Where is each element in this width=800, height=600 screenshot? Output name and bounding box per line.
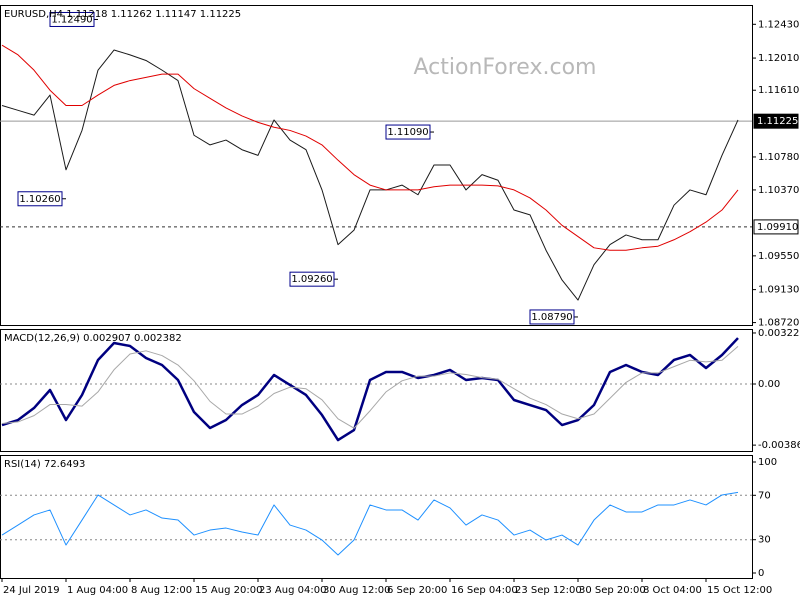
y-tick-label: -0.003868 xyxy=(758,440,800,451)
x-tick-label: 23 Sep 12:00 xyxy=(515,585,582,596)
annotation-box xyxy=(385,124,431,140)
y-tick-label: 1.12010 xyxy=(758,53,799,64)
x-tick-label: 30 Aug 12:00 xyxy=(323,585,390,596)
pane-title: MACD(12,26,9) 0.002907 0.002382 xyxy=(4,333,182,344)
y-tick-label: 1.10780 xyxy=(758,152,799,163)
x-tick-label: 8 Oct 04:00 xyxy=(643,585,702,596)
x-tick-label: 15 Aug 20:00 xyxy=(195,585,262,596)
series-line xyxy=(1,44,739,251)
series-line xyxy=(1,345,739,429)
x-tick-label: 23 Aug 04:00 xyxy=(259,585,326,596)
y-tick-label: 30 xyxy=(758,535,771,546)
annotation-label: 1.09260 xyxy=(291,274,332,285)
annotation-box xyxy=(17,191,63,207)
price-level-box xyxy=(753,219,799,235)
y-tick-label: 1.11610 xyxy=(758,85,799,96)
annotation-label: 1.12490 xyxy=(51,14,92,25)
pane-frame xyxy=(0,329,753,452)
annotation-box xyxy=(289,271,335,287)
pane-frame xyxy=(0,455,753,579)
y-tick-label: 0.003229 xyxy=(758,328,800,339)
y-tick-label: 70 xyxy=(758,490,771,501)
pane-title: RSI(14) 72.6493 xyxy=(4,459,85,470)
pane-title: EURUSD,H4 1.11218 1.11262 1.11147 1.1122… xyxy=(4,9,241,20)
y-tick-label: 1.08720 xyxy=(758,318,799,329)
y-tick-label: 1.09130 xyxy=(758,285,799,296)
annotation-label: 1.08790 xyxy=(531,312,572,323)
x-tick-label: 16 Sep 04:00 xyxy=(451,585,518,596)
annotation-box xyxy=(49,11,95,27)
y-tick-label: 1.12430 xyxy=(758,19,799,30)
x-tick-label: 24 Jul 2019 xyxy=(3,585,60,596)
x-tick-label: 30 Sep 20:00 xyxy=(579,585,646,596)
series-line xyxy=(1,491,739,556)
pane-frame xyxy=(0,5,753,326)
annotation-box xyxy=(529,309,575,325)
watermark: ActionForex.com xyxy=(414,55,597,80)
x-tick-label: 1 Aug 04:00 xyxy=(67,585,128,596)
price-level-label: 1.09910 xyxy=(757,222,798,233)
series-line xyxy=(1,49,739,301)
y-tick-label: 0.00 xyxy=(758,379,780,390)
x-tick-label: 6 Sep 20:00 xyxy=(387,585,447,596)
y-tick-label: 0 xyxy=(758,568,764,579)
y-tick-label: 100 xyxy=(758,457,777,468)
x-tick-label: 8 Aug 12:00 xyxy=(131,585,192,596)
price-level-label: 1.11225 xyxy=(757,116,798,127)
annotation-label: 1.10260 xyxy=(19,194,60,205)
y-tick-label: 1.10370 xyxy=(758,185,799,196)
y-tick-label: 1.09550 xyxy=(758,251,799,262)
x-tick-label: 15 Oct 12:00 xyxy=(707,585,772,596)
annotation-label: 1.11090 xyxy=(387,127,428,138)
series-line xyxy=(1,337,739,442)
price-level-box xyxy=(753,113,799,129)
